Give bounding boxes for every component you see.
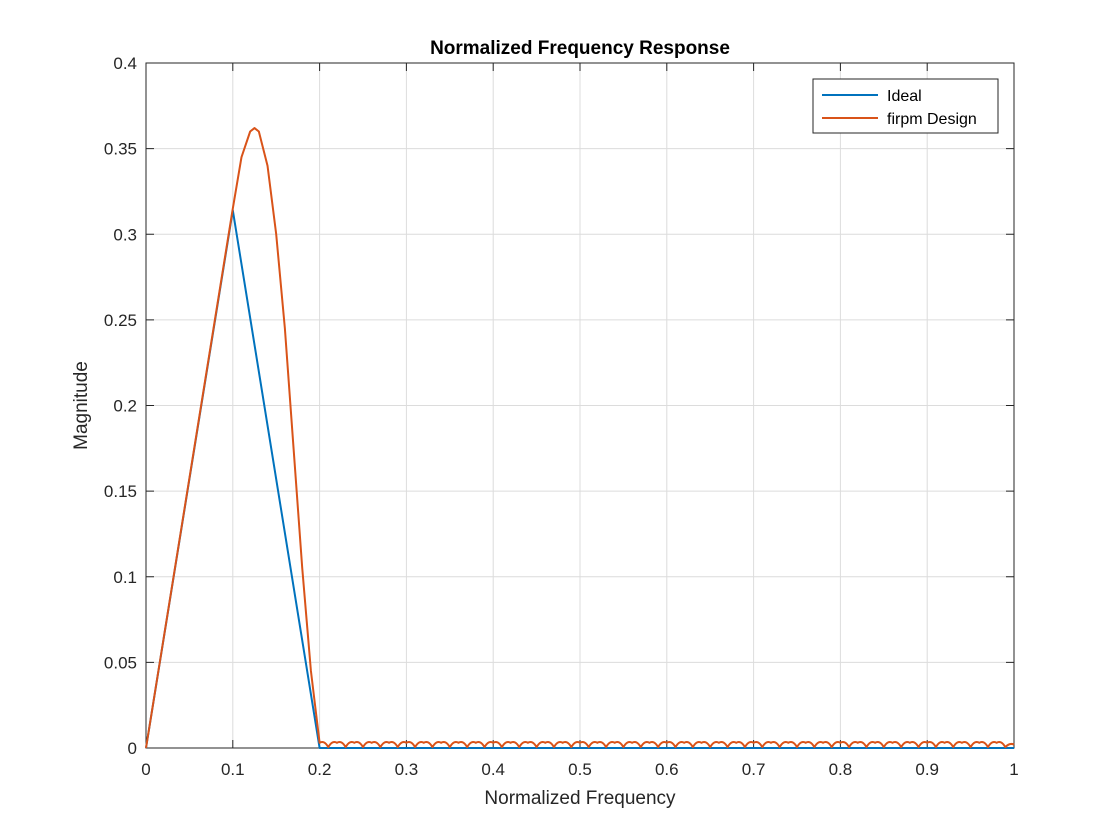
y-tick-label: 0.35	[104, 140, 137, 159]
y-tick-labels: 0 0.05 0.1 0.15 0.2 0.25 0.3 0.35 0.4	[104, 54, 137, 758]
y-tick-label: 0.15	[104, 482, 137, 501]
x-tick-label: 0	[141, 760, 150, 779]
x-tick-label: 0.9	[915, 760, 939, 779]
y-tick-label: 0.25	[104, 311, 137, 330]
x-tick-label: 0.1	[221, 760, 245, 779]
y-axis-label: Magnitude	[71, 361, 92, 450]
x-tick-label: 0.5	[568, 760, 592, 779]
y-tick-label: 0.3	[113, 225, 137, 244]
x-axis-label: Normalized Frequency	[484, 788, 676, 809]
y-tick-label: 0.4	[113, 54, 137, 73]
x-tick-label: 1	[1009, 760, 1018, 779]
x-tick-label: 0.7	[742, 760, 766, 779]
y-tick-label: 0	[128, 739, 137, 758]
x-tick-labels: 0 0.1 0.2 0.3 0.4 0.5 0.6 0.7 0.8 0.9 1	[141, 760, 1018, 779]
x-tick-label: 0.6	[655, 760, 679, 779]
legend-box	[812, 78, 999, 134]
legend-label-ideal: Ideal	[887, 88, 922, 105]
grid	[146, 63, 1014, 748]
chart-title: Normalized Frequency Response	[430, 38, 730, 59]
y-tick-label: 0.05	[104, 653, 137, 672]
x-tick-label: 0.2	[308, 760, 332, 779]
series-line-firpm-design	[145, 127, 1015, 749]
legend-label-firpm-design: firpm Design	[887, 111, 977, 128]
y-tick-label: 0.2	[113, 397, 137, 416]
y-tick-label: 0.1	[113, 568, 137, 587]
legend: Ideal firpm Design	[812, 78, 999, 134]
series-layer	[145, 127, 1015, 749]
x-tick-label: 0.8	[829, 760, 853, 779]
x-tick-label: 0.4	[481, 760, 505, 779]
x-tick-label: 0.3	[395, 760, 419, 779]
